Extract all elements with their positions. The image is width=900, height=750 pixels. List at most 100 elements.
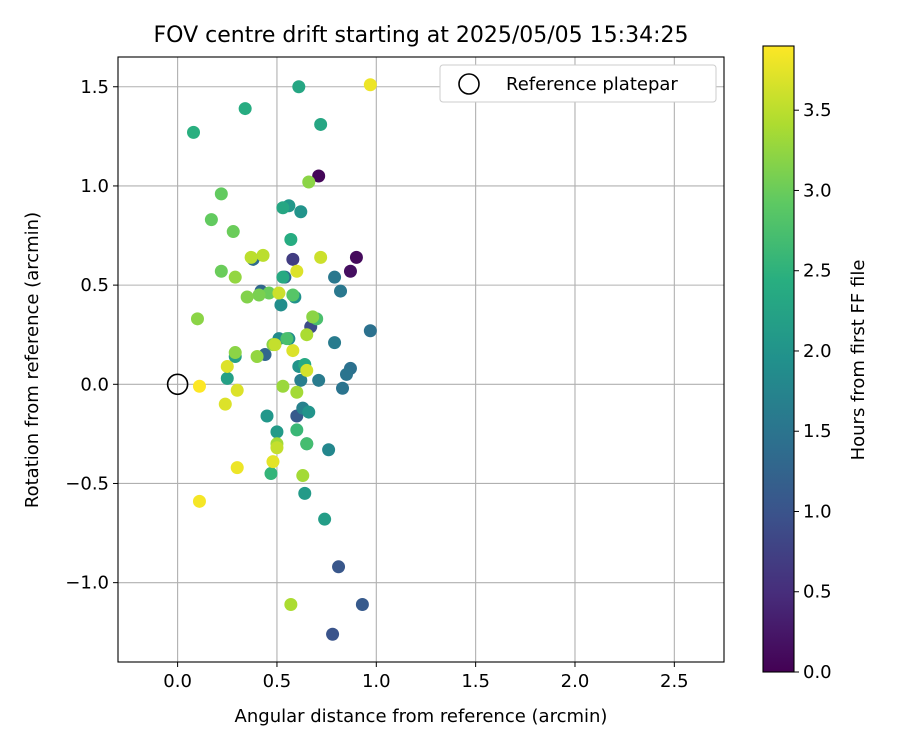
data-point — [280, 332, 294, 346]
colorbar-tick-label: 0.0 — [803, 662, 832, 683]
data-point — [312, 373, 326, 387]
data-point — [252, 288, 266, 302]
x-tick-label: 0.0 — [163, 671, 192, 692]
data-point — [300, 437, 314, 451]
data-point — [328, 336, 342, 350]
data-point — [228, 346, 242, 360]
data-point — [300, 363, 314, 377]
data-point — [276, 379, 290, 393]
colorbar-tick-label: 1.5 — [803, 421, 832, 442]
data-point — [228, 270, 242, 284]
data-point — [286, 288, 300, 302]
colorbar-tick-label: 2.5 — [803, 261, 832, 282]
y-tick-label: −1.0 — [65, 573, 109, 594]
data-point — [314, 117, 328, 131]
data-point — [318, 512, 332, 526]
y-tick-label: 0.0 — [80, 374, 109, 395]
data-point — [214, 187, 228, 201]
data-point — [264, 467, 278, 481]
legend-box — [439, 64, 717, 103]
colorbar-label: Hours from first FF file — [848, 260, 869, 461]
data-point — [336, 381, 350, 395]
x-tick-label: 0.5 — [263, 671, 292, 692]
data-point — [322, 443, 336, 457]
colorbar: 0.0 0.5 1.0 1.5 2.0 2.5 3.0 3.5 Hours from firs… — [762, 45, 869, 683]
y-axis-ticks: −1.0 −0.5 0.0 0.5 1.0 1.5 — [65, 77, 118, 594]
data-point — [355, 597, 369, 611]
grid-lines — [118, 57, 724, 662]
data-point — [286, 252, 300, 266]
data-point — [326, 627, 340, 641]
x-tick-label: 2.5 — [660, 671, 689, 692]
data-point — [220, 359, 234, 373]
data-point — [349, 250, 363, 264]
data-point — [192, 379, 206, 393]
data-point — [314, 250, 328, 264]
data-point — [268, 338, 282, 352]
data-point — [284, 597, 298, 611]
x-axis-ticks: 0.0 0.5 1.0 1.5 2.0 2.5 — [163, 662, 689, 692]
data-point — [192, 494, 206, 508]
data-point — [296, 469, 310, 483]
y-tick-label: 1.0 — [80, 176, 109, 197]
data-point — [294, 205, 308, 219]
data-point — [290, 423, 304, 437]
data-point — [270, 425, 284, 439]
data-point — [292, 80, 306, 94]
data-point — [226, 225, 240, 239]
data-point — [363, 324, 377, 338]
plot-area: 0.0 0.5 1.0 1.5 2.0 2.5 −1.0 −0.5 0.0 0.5 1.0 1.5 — [65, 56, 725, 692]
scatter-points — [187, 78, 377, 641]
data-point — [294, 373, 308, 387]
data-point — [218, 397, 232, 411]
data-point — [302, 175, 316, 189]
data-point — [286, 344, 300, 358]
data-point — [298, 486, 312, 500]
data-point — [312, 169, 326, 183]
data-point — [290, 264, 304, 278]
colorbar-tick-label: 1.0 — [803, 501, 832, 522]
data-point — [204, 213, 218, 227]
data-point — [302, 405, 316, 419]
data-point — [230, 383, 244, 397]
data-point — [238, 102, 252, 116]
data-point — [250, 350, 264, 364]
data-point — [256, 248, 270, 262]
colorbar-ticks: 0.0 0.5 1.0 1.5 2.0 2.5 3.0 3.5 — [794, 100, 832, 683]
data-point — [220, 371, 234, 385]
data-point — [272, 286, 286, 300]
y-axis-label: Rotation from reference (arcmin) — [22, 212, 43, 508]
data-point — [262, 286, 276, 300]
colorbar-tick-label: 2.0 — [803, 341, 832, 362]
legend: Reference platepar — [439, 64, 717, 103]
plot-background — [118, 57, 724, 662]
chart-title: FOV centre drift starting at 2025/05/05 … — [154, 23, 689, 48]
colorbar-tick-label: 3.0 — [803, 180, 832, 201]
data-point — [214, 264, 228, 278]
data-point — [334, 284, 348, 298]
data-point — [343, 264, 357, 278]
x-axis-label: Angular distance from reference (arcmin) — [235, 706, 608, 727]
colorbar-tick-label: 0.5 — [803, 582, 832, 603]
data-point — [306, 310, 320, 324]
data-point — [339, 367, 353, 381]
plot-frame — [117, 56, 725, 663]
data-point — [328, 270, 342, 284]
data-point — [300, 328, 314, 342]
x-tick-label: 1.0 — [362, 671, 391, 692]
legend-marker-reference — [458, 73, 480, 95]
data-point — [290, 385, 304, 399]
data-point — [276, 270, 290, 284]
reference-platepar-point — [166, 373, 189, 396]
colorbar-tick-label: 3.5 — [803, 100, 832, 121]
data-point — [260, 409, 274, 423]
data-point — [244, 250, 258, 264]
data-point — [332, 560, 346, 574]
data-point — [284, 232, 298, 246]
legend-label-reference: Reference platepar — [506, 74, 678, 95]
colorbar-gradient — [762, 45, 795, 673]
y-tick-label: 0.5 — [80, 275, 109, 296]
x-tick-label: 1.5 — [461, 671, 490, 692]
data-point — [270, 441, 284, 455]
